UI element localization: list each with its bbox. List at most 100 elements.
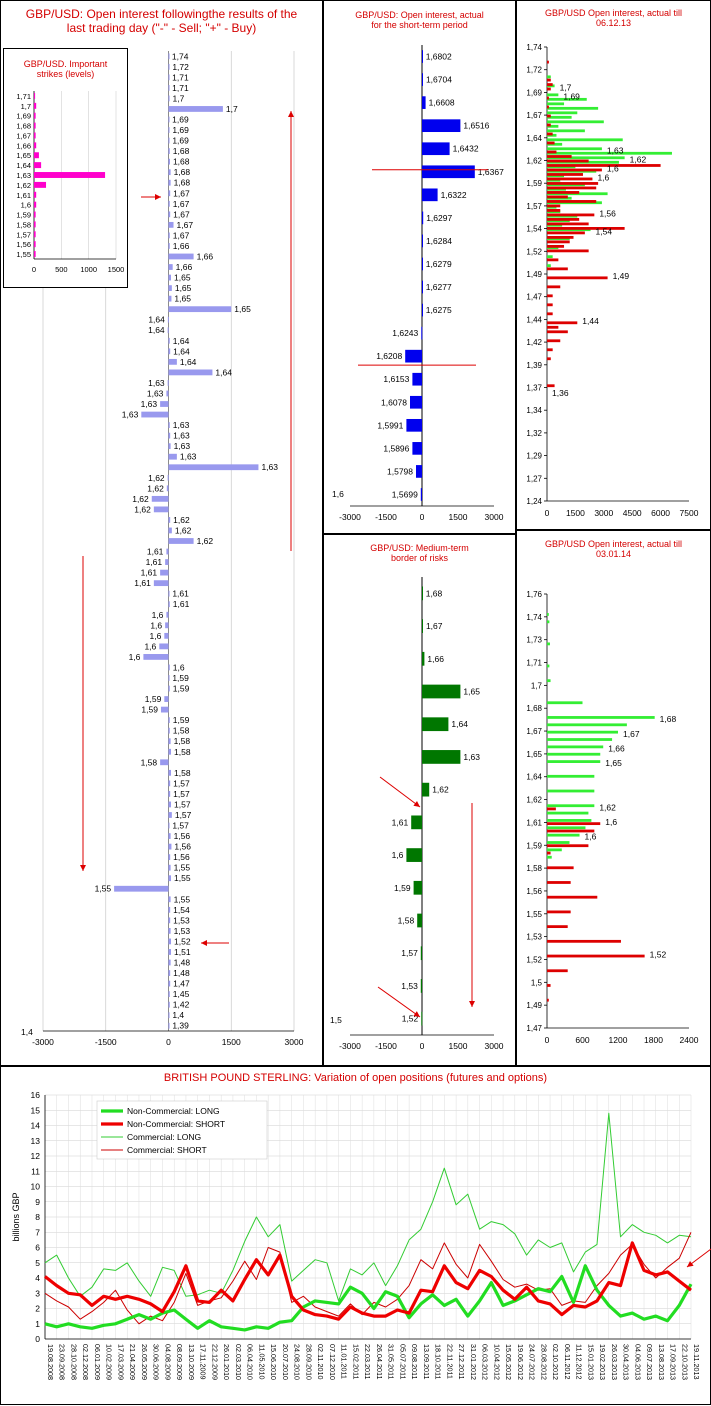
oi-0301-panel: GBP/USD Open interest, actual till 03.01…	[516, 530, 711, 1066]
bar-label: 1,6432	[453, 144, 479, 154]
main-oi-chart: -3000 -1500 0 1500 30001,741,721,711,711,71,…	[21, 51, 304, 1047]
bar-label: 1,6078	[381, 397, 407, 407]
bar-label: 1,71	[172, 83, 189, 93]
bar-label: 1,6	[173, 662, 185, 672]
y-tick-label: 1,56	[526, 887, 542, 896]
legend-label: Commercial: SHORT	[127, 1145, 207, 1155]
inset-title: GBP/USD. Important strikes (levels)	[23, 59, 108, 80]
bar	[159, 643, 169, 650]
bar	[168, 221, 174, 228]
bar-call	[547, 848, 562, 852]
bar	[420, 979, 422, 993]
bar-label: 1,62	[147, 483, 164, 493]
bar	[168, 675, 170, 681]
y-tick-label: 1,34	[526, 406, 542, 415]
y-tick-label: 2	[35, 1304, 40, 1314]
bar	[422, 303, 423, 317]
bar	[168, 358, 177, 365]
bar-label: 1,6	[585, 832, 597, 842]
bar	[160, 569, 169, 576]
y-tick-label: 1,49	[526, 270, 542, 279]
bar-label: 1,58	[173, 726, 190, 736]
y-tick-label: 12	[31, 1151, 41, 1161]
bar-put	[547, 235, 574, 239]
y-tick-label: 1,53	[526, 933, 542, 942]
bar	[168, 53, 170, 60]
bar-label: 1,59	[141, 705, 158, 715]
bar-put	[547, 155, 572, 158]
y-axis-label: billions GBP	[11, 1192, 21, 1241]
x-tick-label: 15.01.2013	[586, 1344, 595, 1380]
bar-call	[547, 664, 550, 668]
bar	[168, 1001, 170, 1008]
x-tick-label: 17.09.2013	[669, 1344, 678, 1380]
x-tick-label: 0	[420, 512, 425, 522]
bar-call	[547, 142, 563, 146]
y-tick-label: 1,7	[21, 102, 31, 111]
x-tick-label: 1500	[108, 265, 125, 274]
bar-label: 1,68	[173, 157, 190, 167]
bar	[168, 833, 171, 839]
x-tick-label: 11.12.2012	[575, 1344, 584, 1379]
bar-call	[547, 106, 599, 110]
bar	[168, 727, 170, 734]
x-tick-label: 600	[575, 1035, 589, 1045]
x-tick-label: 3000	[485, 512, 504, 522]
x-tick-label: 23.09.2008	[58, 1344, 67, 1380]
y-tick-label: 1,52	[526, 955, 542, 964]
bar	[34, 132, 36, 139]
y-tick-label: 1,55	[16, 250, 31, 259]
bar-label: 1,6516	[463, 121, 489, 131]
bar	[168, 190, 171, 197]
bar-call	[547, 613, 549, 616]
bar-label: 1,6	[129, 652, 141, 662]
x-tick-label: 24.07.2012	[528, 1344, 537, 1380]
legend-label: Non-Commercial: SHORT	[127, 1119, 225, 1129]
bar	[168, 432, 171, 439]
bar-label: 1,64	[148, 315, 165, 325]
bar	[168, 1012, 170, 1019]
bar	[168, 959, 171, 966]
bar-put	[547, 114, 551, 118]
x-tick-label: -3000	[32, 1037, 54, 1047]
bar-label: 1,57	[172, 821, 189, 831]
x-tick-label: 22.11.2011	[445, 1344, 454, 1379]
bar-label: 1,56	[599, 208, 616, 218]
y-tick-label: 1,66	[16, 141, 31, 150]
bar-label: 1,53	[173, 915, 190, 925]
bar	[168, 812, 172, 818]
bar-label: 1,55	[174, 863, 191, 873]
bar-label: 1,63	[148, 378, 165, 388]
bar	[412, 442, 422, 455]
medium-term-chart: -3000 -1500 0 1500 3000 1,68 1,67 1,66 1,65 1,64 1…	[330, 577, 504, 1051]
bar	[168, 232, 170, 239]
bar	[168, 843, 172, 850]
bar	[422, 211, 424, 225]
oi-0612-title: GBP/USD Open interest, actual till 06.12…	[544, 8, 683, 29]
bar-put	[547, 132, 553, 136]
bar-label: 1,68	[174, 167, 191, 177]
latest-arrow-head	[687, 1261, 694, 1267]
bar-label: 1,52	[174, 936, 191, 946]
x-tick-label: 19.02.2013	[598, 1344, 607, 1380]
bar-put	[547, 357, 551, 361]
bar-label: 1,68	[426, 588, 443, 598]
short-term-title: GBP/USD: Open interest, actual for the s…	[355, 10, 484, 31]
bar	[168, 422, 170, 428]
x-tick-label: 1500	[449, 1041, 468, 1051]
bar-put	[547, 87, 551, 91]
bar-call	[547, 752, 601, 756]
x-tick-label: -1500	[95, 1037, 117, 1047]
bar	[421, 326, 423, 340]
bar	[168, 538, 194, 544]
bar	[422, 142, 450, 156]
oi-0612-panel: GBP/USD Open interest, actual till 06.12…	[516, 0, 711, 530]
x-tick-label: 02.11.2010	[316, 1344, 325, 1379]
y-tick-label: 1,47	[526, 1024, 542, 1033]
bar	[168, 822, 170, 829]
bar-call	[547, 138, 623, 142]
bar-label: 1,6284	[426, 236, 452, 246]
bar-label: 1,67	[173, 188, 190, 198]
y-tick-label: 1,42	[526, 338, 542, 347]
x-tick-label: 06.03.2012	[481, 1344, 490, 1380]
